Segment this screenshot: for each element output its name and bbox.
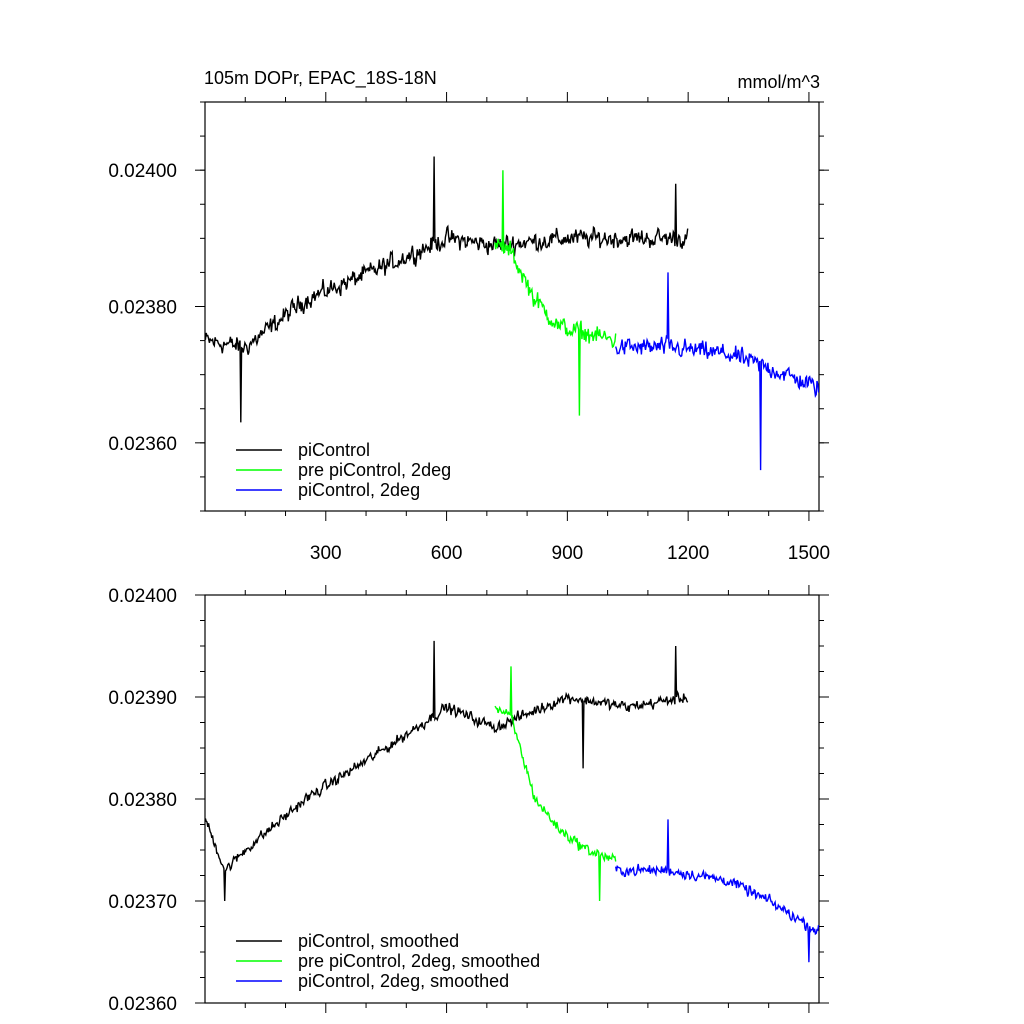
series-line — [615, 819, 819, 963]
x-tick-label: 1200 — [667, 543, 709, 564]
legend-label: piControl, smoothed — [298, 931, 459, 951]
y-tick-label: 0.02380 — [108, 298, 177, 319]
series-line — [615, 272, 819, 471]
legend-label: pre piControl, 2deg — [298, 460, 451, 480]
top-panel: 105m DOPr, EPAC_18S-18N mmol/m^3 300 600 9… — [108, 68, 830, 564]
legend-label: piControl — [298, 440, 370, 460]
x-tick-label: 600 — [431, 543, 463, 564]
bottom-panel: 0.02360 0.02370 0.02380 0.02390 0.02400 piCon… — [108, 585, 829, 1015]
y-tick-label: 0.02370 — [108, 892, 177, 913]
y-tick-label: 0.02400 — [108, 161, 177, 182]
series-line — [494, 170, 617, 416]
y-tick-label: 0.02380 — [108, 790, 177, 811]
y-tick-label: 0.02360 — [108, 434, 177, 455]
top-panel-units: mmol/m^3 — [738, 72, 820, 92]
legend-label: piControl, 2deg, smoothed — [298, 971, 509, 991]
x-tick-label: 300 — [310, 543, 342, 564]
y-tick-label: 0.02400 — [108, 586, 177, 607]
y-tick-label: 0.02360 — [108, 994, 177, 1015]
x-tick-label: 1500 — [788, 543, 830, 564]
legend-label: piControl, 2deg — [298, 480, 420, 500]
series-line — [205, 640, 689, 902]
y-tick-label: 0.02390 — [108, 688, 177, 709]
legend-label: pre piControl, 2deg, smoothed — [298, 951, 540, 971]
series-line — [205, 156, 689, 423]
x-tick-label: 900 — [552, 543, 584, 564]
series-line — [494, 666, 617, 902]
top-panel-title: 105m DOPr, EPAC_18S-18N — [204, 68, 437, 89]
